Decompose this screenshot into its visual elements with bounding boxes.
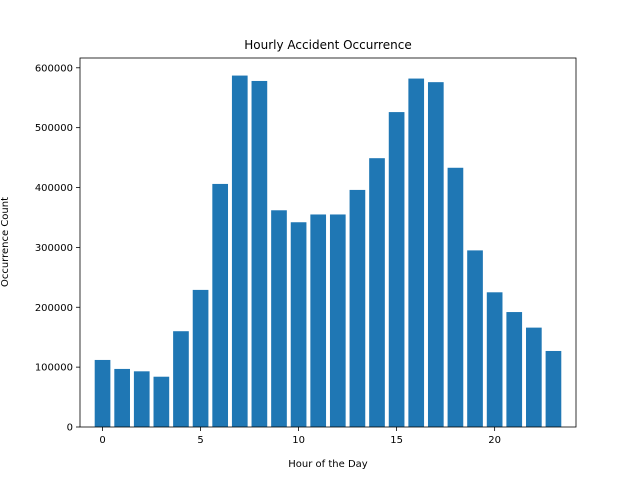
y-ticks: 0 100000 200000 300000 400000 500000 600000 <box>35 63 80 434</box>
bar-hour-4 <box>173 331 189 427</box>
bar-hour-16 <box>408 78 425 427</box>
bar-hour-10 <box>290 222 307 427</box>
bar-hour-0 <box>94 359 111 427</box>
bar-hour-2 <box>133 371 150 427</box>
bar-hour-11 <box>310 214 327 427</box>
chart-title: Hourly Accident Occurrence <box>244 38 411 52</box>
bar-hour-8 <box>251 80 268 428</box>
bar-hour-1 <box>114 368 130 427</box>
bar-hour-3 <box>153 376 170 427</box>
y-axis-label: Occurrence Count <box>0 197 11 287</box>
y-tick-label: 200000 <box>35 303 73 314</box>
y-tick-label: 400000 <box>35 183 73 194</box>
x-tick-label: 15 <box>390 435 403 446</box>
x-tick-label: 10 <box>292 435 305 446</box>
y-tick-label: 0 <box>67 423 73 434</box>
x-ticks: 0 5 10 15 20 <box>99 427 501 446</box>
bar-hour-22 <box>526 327 542 427</box>
x-tick-label: 5 <box>197 435 203 446</box>
y-tick-label: 500000 <box>35 123 73 134</box>
x-tick-label: 20 <box>488 435 501 446</box>
bar-hour-12 <box>329 214 346 427</box>
y-tick-label: 100000 <box>35 363 73 374</box>
bar-hour-9 <box>271 210 287 427</box>
plot-frame <box>79 57 577 428</box>
bars-group <box>94 75 562 428</box>
bar-hour-14 <box>369 158 385 427</box>
bar-hour-6 <box>212 183 229 427</box>
y-tick-label: 300000 <box>35 243 73 254</box>
x-axis-label: Hour of the Day <box>288 459 368 470</box>
bar-hour-17 <box>427 82 444 427</box>
x-tick-label: 0 <box>99 435 105 446</box>
bar-hour-20 <box>486 292 503 427</box>
bar-hour-15 <box>388 112 405 427</box>
bar-hour-19 <box>467 250 483 427</box>
bar-hour-21 <box>506 312 523 427</box>
bar-hour-13 <box>349 189 366 427</box>
bar-hour-18 <box>447 167 464 427</box>
bar-hour-23 <box>545 350 562 427</box>
bar-hour-7 <box>231 75 248 427</box>
bar-hour-5 <box>192 289 209 427</box>
y-tick-label: 600000 <box>35 63 73 74</box>
